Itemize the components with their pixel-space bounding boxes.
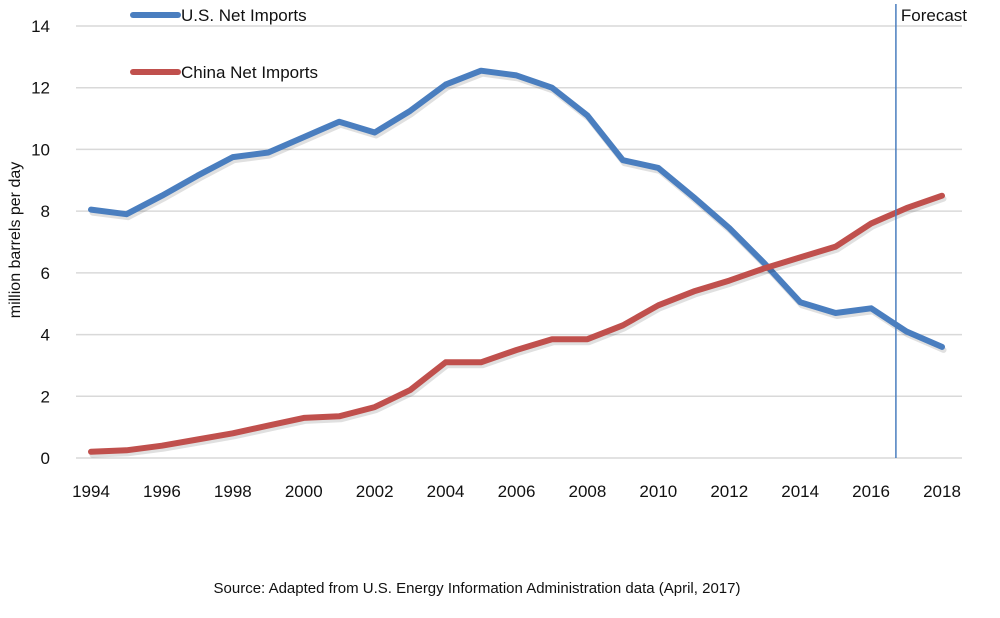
forecast-annotation: Forecast: [895, 4, 967, 458]
x-tick-label-2014: 2014: [781, 482, 819, 501]
x-tick-label-1996: 1996: [143, 482, 181, 501]
x-tick-label-2012: 2012: [710, 482, 748, 501]
gridlines: [76, 25, 962, 459]
y-tick-label-0: 0: [41, 449, 50, 468]
china-net-imports-line: [88, 192, 945, 455]
forecast-label: Forecast: [901, 6, 967, 25]
y-tick-label-6: 6: [41, 264, 50, 283]
legend-label-china: China Net Imports: [181, 63, 318, 82]
us-net-imports-line: [88, 67, 945, 350]
legend-label-us: U.S. Net Imports: [181, 6, 307, 25]
x-tick-label-2002: 2002: [356, 482, 394, 501]
x-tick-label-2016: 2016: [852, 482, 890, 501]
x-axis-ticks: 1994 1996 1998 2000 2002 2004 2006 2008 2010 2012…: [72, 482, 961, 501]
y-tick-label-4: 4: [41, 326, 50, 345]
x-tick-label-2010: 2010: [639, 482, 677, 501]
series-lines: [88, 67, 947, 458]
y-tick-label-12: 12: [31, 79, 50, 98]
y-tick-label-10: 10: [31, 140, 50, 159]
x-tick-label-2008: 2008: [569, 482, 607, 501]
y-tick-label-2: 2: [41, 387, 50, 406]
x-tick-label-2006: 2006: [498, 482, 536, 501]
x-tick-label-1998: 1998: [214, 482, 252, 501]
x-tick-label-1994: 1994: [72, 482, 110, 501]
y-tick-label-8: 8: [41, 202, 50, 221]
legend: U.S. Net Imports China Net Imports: [130, 6, 318, 82]
y-tick-label-14: 14: [31, 17, 50, 36]
source-note: Source: Adapted from U.S. Energy Informa…: [0, 580, 1000, 597]
source-text: Source: Adapted from U.S. Energy Informa…: [213, 580, 741, 597]
x-tick-label-2018: 2018: [923, 482, 961, 501]
y-axis-ticks: 0 2 4 6 8 10 12 14: [31, 17, 50, 468]
series-shadow-1: [89, 195, 947, 458]
x-tick-label-2000: 2000: [285, 482, 323, 501]
y-axis-title: million barrels per day: [7, 162, 24, 319]
x-tick-label-2004: 2004: [427, 482, 465, 501]
